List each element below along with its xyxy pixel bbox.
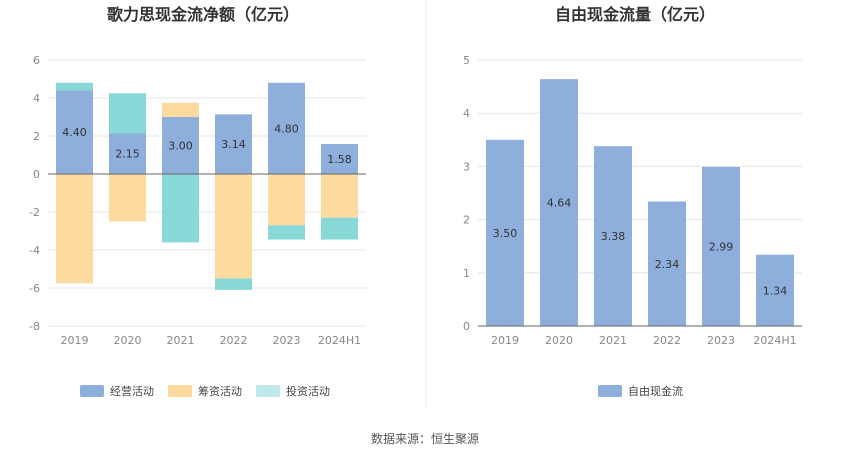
bar bbox=[56, 174, 93, 284]
bar bbox=[648, 201, 686, 326]
data-label: 2.34 bbox=[655, 258, 680, 271]
bar bbox=[321, 174, 358, 218]
y-tick-label: -6 bbox=[29, 282, 40, 295]
bar bbox=[109, 133, 146, 174]
free-cashflow-x-axis: 2019 2020 2021 2022 2023 2024H1 bbox=[491, 334, 797, 347]
legend-swatch-investing bbox=[256, 385, 280, 397]
legend-item-free-cashflow[interactable]: 自由现金流 bbox=[598, 384, 683, 398]
bar bbox=[594, 146, 632, 326]
cashflow-legend: 经营活动 筹资活动 投资活动 bbox=[80, 384, 330, 398]
x-tick-label: 2021 bbox=[167, 334, 195, 347]
bar bbox=[268, 82, 305, 174]
y-tick-label: -8 bbox=[29, 320, 40, 333]
data-label: 1.58 bbox=[327, 153, 352, 166]
bar bbox=[162, 117, 199, 174]
bar bbox=[56, 90, 93, 174]
legend-label-financing: 筹资活动 bbox=[198, 384, 242, 398]
legend-label-free-cashflow: 自由现金流 bbox=[628, 384, 683, 398]
y-tick-label: 4 bbox=[33, 92, 40, 105]
cashflow-data-labels: 4.40 2.15 3.00 3.14 4.80 1.58 bbox=[62, 122, 352, 166]
cashflow-grid bbox=[48, 59, 366, 327]
y-tick-label: -2 bbox=[29, 206, 40, 219]
bar bbox=[540, 79, 578, 326]
y-tick-label: 1 bbox=[463, 267, 470, 280]
x-tick-label: 2020 bbox=[114, 334, 142, 347]
data-label: 4.40 bbox=[62, 126, 87, 139]
cashflow-bars bbox=[56, 82, 358, 290]
free-cashflow-data-labels: 3.50 4.64 3.38 2.34 2.99 1.34 bbox=[493, 197, 788, 298]
data-label: 3.50 bbox=[493, 227, 518, 240]
y-tick-label: -4 bbox=[29, 244, 40, 257]
x-tick-label: 2022 bbox=[220, 334, 248, 347]
x-tick-label: 2023 bbox=[273, 334, 301, 347]
data-label: 2.99 bbox=[709, 240, 734, 253]
bar bbox=[756, 254, 794, 326]
free-cashflow-grid bbox=[478, 59, 802, 327]
data-label: 4.64 bbox=[547, 197, 572, 210]
y-tick-label: 2 bbox=[33, 130, 40, 143]
data-label: 1.34 bbox=[763, 284, 788, 297]
x-tick-label: 2021 bbox=[599, 334, 627, 347]
legend-swatch-free-cashflow bbox=[598, 385, 622, 397]
x-tick-label: 2024H1 bbox=[753, 334, 796, 347]
bar bbox=[56, 82, 93, 91]
bar bbox=[268, 174, 305, 226]
y-tick-label: 0 bbox=[33, 168, 40, 181]
data-label: 3.14 bbox=[221, 138, 246, 151]
bar bbox=[109, 174, 146, 222]
bar bbox=[215, 114, 252, 174]
bar bbox=[162, 174, 199, 243]
free-cashflow-y-axis: 5 4 3 2 1 0 bbox=[463, 54, 470, 333]
x-tick-label: 2019 bbox=[491, 334, 519, 347]
free-cashflow-bars bbox=[486, 79, 794, 326]
legend-label-investing: 投资活动 bbox=[286, 384, 330, 398]
free-cashflow-legend: 自由现金流 bbox=[598, 384, 683, 398]
x-tick-label: 2022 bbox=[653, 334, 681, 347]
legend-item-investing[interactable]: 投资活动 bbox=[256, 384, 330, 398]
x-tick-label: 2023 bbox=[707, 334, 735, 347]
x-tick-label: 2019 bbox=[61, 334, 89, 347]
bar bbox=[702, 166, 740, 326]
x-tick-label: 2024H1 bbox=[318, 334, 361, 347]
cashflow-y-axis: 6 4 2 0 -2 -4 -6 -8 bbox=[29, 54, 40, 333]
bar bbox=[321, 217, 358, 240]
cashflow-chart-title: 歌力思现金流净额（亿元） bbox=[107, 5, 299, 24]
data-label: 3.00 bbox=[168, 140, 193, 153]
y-tick-label: 3 bbox=[463, 160, 470, 173]
legend-swatch-financing bbox=[168, 385, 192, 397]
data-label: 3.38 bbox=[601, 230, 626, 243]
data-label: 2.15 bbox=[115, 148, 140, 161]
legend-item-operating[interactable]: 经营活动 bbox=[80, 384, 154, 398]
bar bbox=[268, 225, 305, 240]
bar bbox=[215, 278, 252, 290]
legend-swatch-operating bbox=[80, 385, 104, 397]
y-tick-label: 4 bbox=[463, 107, 470, 120]
bar bbox=[215, 174, 252, 279]
bar bbox=[486, 139, 524, 326]
y-tick-label: 0 bbox=[463, 320, 470, 333]
legend-label-operating: 经营活动 bbox=[110, 384, 154, 398]
data-label: 4.80 bbox=[274, 122, 299, 135]
x-tick-label: 2020 bbox=[545, 334, 573, 347]
cashflow-x-axis: 2019 2020 2021 2022 2023 2024H1 bbox=[61, 334, 362, 347]
y-tick-label: 2 bbox=[463, 214, 470, 227]
data-source: 数据来源：恒生聚源 bbox=[371, 431, 479, 446]
bar bbox=[109, 93, 146, 134]
bar bbox=[321, 143, 358, 174]
legend-item-financing[interactable]: 筹资活动 bbox=[168, 384, 242, 398]
y-tick-label: 5 bbox=[463, 54, 470, 67]
y-tick-label: 6 bbox=[33, 54, 40, 67]
bar bbox=[162, 102, 199, 117]
free-cashflow-chart-title: 自由现金流量（亿元） bbox=[555, 5, 715, 24]
